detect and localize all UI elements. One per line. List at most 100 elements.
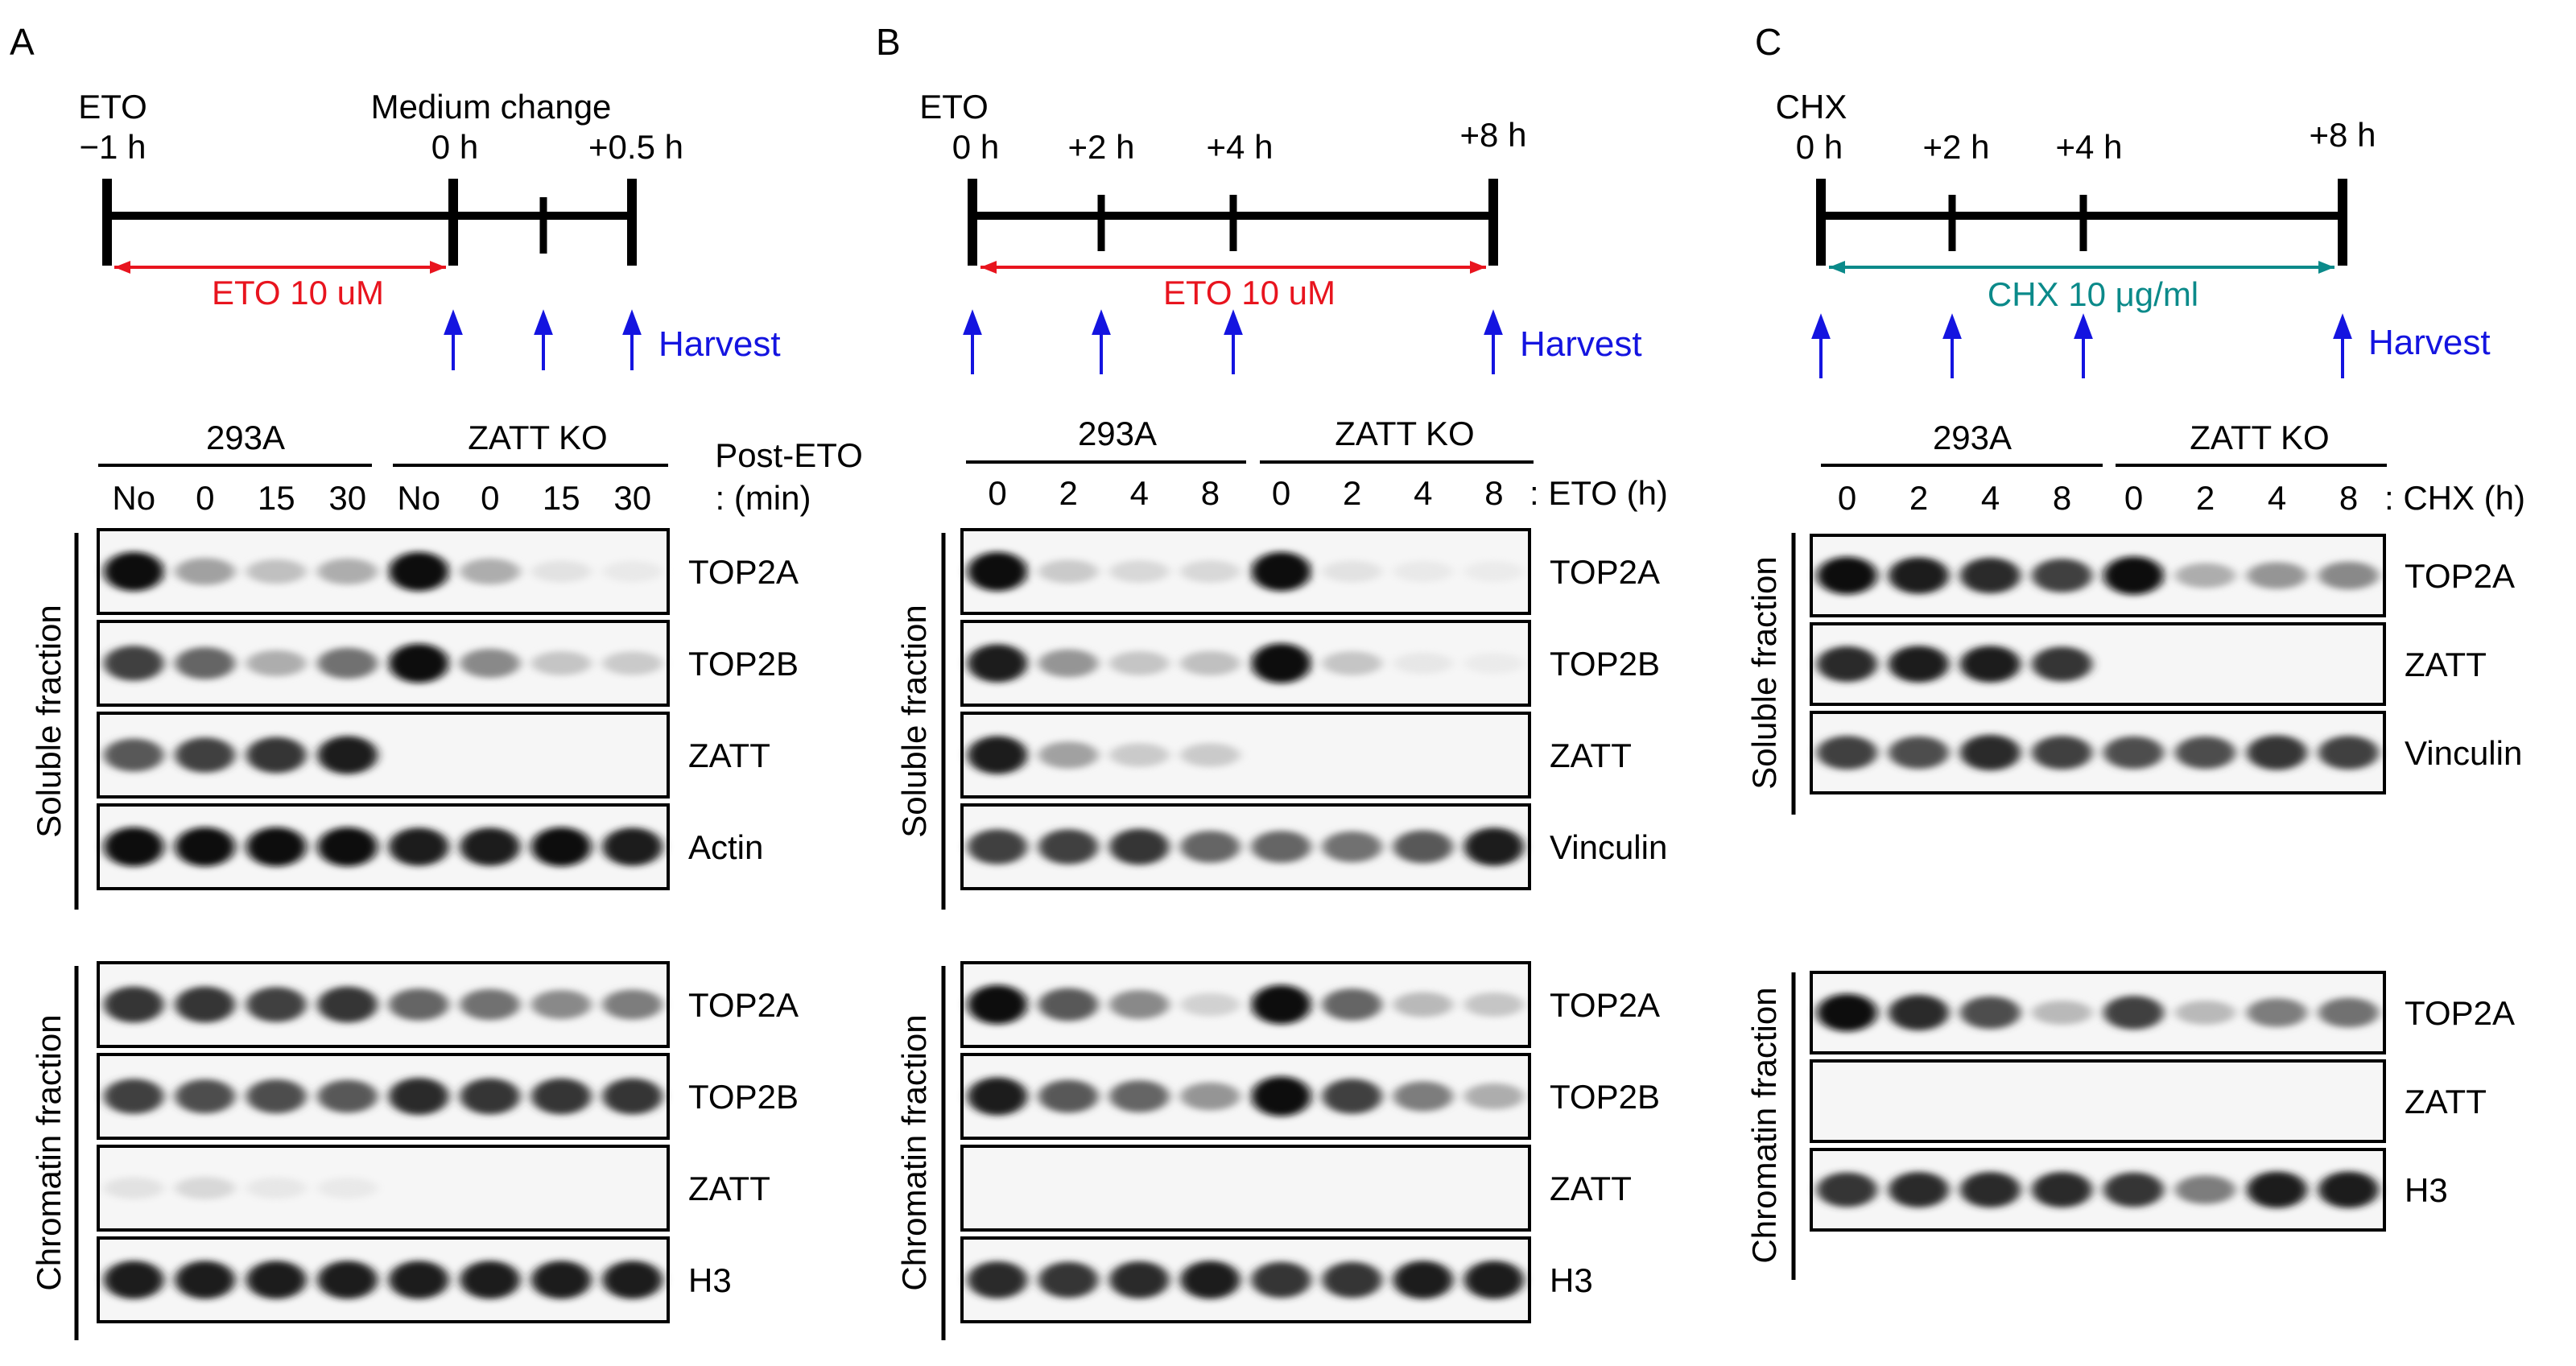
band <box>1889 1171 1949 1208</box>
band <box>602 1261 663 1299</box>
timeline-label-treatment: ETO <box>919 88 989 126</box>
blot-frame <box>960 961 1531 1048</box>
blot-strip: TOP2B <box>960 620 1660 707</box>
blot-frame <box>97 528 670 615</box>
band <box>104 1177 164 1199</box>
band <box>1038 1261 1099 1298</box>
range-arrowhead-right-icon <box>2318 261 2334 274</box>
timeline-label-treatment: CHX <box>1776 88 1847 126</box>
band <box>1180 560 1241 583</box>
band <box>1109 828 1170 865</box>
band <box>1817 993 1877 1032</box>
band <box>389 1261 449 1299</box>
band <box>1038 829 1099 865</box>
band <box>1817 1172 1877 1207</box>
lane-label: 30 <box>328 479 366 517</box>
blot-frame <box>960 803 1531 890</box>
blot-bands <box>968 643 1524 683</box>
blot-frame <box>1810 711 2386 794</box>
blot-strip: ZATT <box>960 1145 1632 1232</box>
lane-label: No <box>397 479 440 517</box>
band <box>389 988 449 1021</box>
timeline-label: +4 h <box>1207 128 1274 166</box>
blot-bands <box>1817 734 2379 771</box>
band <box>2103 556 2164 595</box>
lane-label: 0 <box>1838 479 1856 517</box>
timeline: ETO −1 h Medium change 0 h +0.5 h ETO 10… <box>78 88 781 370</box>
blot-label: Actin <box>688 828 763 866</box>
group-label-ko: ZATT KO <box>2190 419 2329 456</box>
band <box>2103 736 2164 770</box>
band <box>1251 831 1311 863</box>
band <box>246 559 307 584</box>
band <box>1463 827 1524 866</box>
group-label-wt: 293A <box>1078 415 1157 452</box>
band <box>1251 1261 1311 1298</box>
lane-labels: No 0 15 30 No 0 15 30 <box>112 479 651 517</box>
lane-label: 8 <box>1484 474 1503 512</box>
blot-bands <box>1817 1171 2379 1208</box>
band <box>1251 984 1311 1025</box>
band <box>968 1261 1028 1299</box>
blot-strip: TOP2B <box>97 620 799 707</box>
lane-header: 293A ZATT KO : CHX (h) 0 2 4 8 0 2 4 8 <box>1821 419 2525 517</box>
blot-label: H3 <box>1550 1261 1593 1299</box>
band <box>1393 652 1453 675</box>
treatment-range-label: ETO 10 uM <box>1163 274 1335 312</box>
group-label-wt: 293A <box>1933 419 2012 456</box>
band <box>1889 646 1949 683</box>
band <box>2103 1172 2164 1207</box>
harvest-label: Harvest <box>2368 323 2491 362</box>
blot-background <box>962 1146 1530 1230</box>
harvest-arrowhead-icon <box>1811 313 1831 339</box>
condition-unit: : (min) <box>716 479 811 517</box>
blot-strip: ZATT <box>97 1145 770 1232</box>
band <box>389 1077 449 1116</box>
band <box>389 551 449 592</box>
band <box>246 987 307 1022</box>
blot-label: TOP2B <box>688 645 799 683</box>
band <box>1251 551 1311 592</box>
timeline-label: +2 h <box>1923 128 1990 166</box>
band <box>317 827 378 867</box>
band <box>175 1079 235 1114</box>
band <box>460 827 520 866</box>
band <box>175 986 235 1023</box>
lane-label: 15 <box>543 479 580 517</box>
lane-label: 0 <box>1272 474 1290 512</box>
blot-strip: Vinculin <box>960 803 1667 890</box>
harvest-arrows <box>1811 313 2352 378</box>
band <box>1038 1079 1099 1113</box>
panel-letter: B <box>876 21 901 63</box>
blot-frame <box>97 620 670 707</box>
band <box>2103 996 2164 1030</box>
band <box>246 1079 307 1114</box>
band <box>1180 1082 1241 1111</box>
lane-label: 2 <box>2196 479 2215 517</box>
band <box>1180 831 1241 863</box>
band <box>246 1261 307 1299</box>
blot-strip: ZATT <box>1810 622 2487 706</box>
blot-label: TOP2A <box>2405 994 2515 1032</box>
blot-frame <box>1810 971 2386 1054</box>
band <box>1251 643 1311 683</box>
blot-bands <box>104 1177 378 1199</box>
blot-frame <box>1810 622 2386 706</box>
band <box>317 1079 378 1113</box>
panel-letter: A <box>10 21 35 63</box>
blot-strip: H3 <box>960 1236 1593 1323</box>
band <box>968 984 1028 1025</box>
band <box>104 551 164 592</box>
timeline-label-start: 0 h <box>952 128 999 166</box>
blot-frame <box>960 1236 1531 1323</box>
band <box>104 738 164 772</box>
band <box>1817 556 1877 595</box>
band <box>1109 1261 1170 1299</box>
chromatin-fraction-label: Chromatin fraction <box>30 1014 68 1290</box>
panel-a: A ETO −1 h Medium change 0 h +0.5 h ETO … <box>10 21 863 1340</box>
band <box>1109 743 1170 767</box>
blot-strip: Actin <box>97 803 763 890</box>
blot-label: TOP2B <box>688 1078 799 1116</box>
band <box>246 827 307 867</box>
blot-label: Vinculin <box>1550 828 1667 866</box>
